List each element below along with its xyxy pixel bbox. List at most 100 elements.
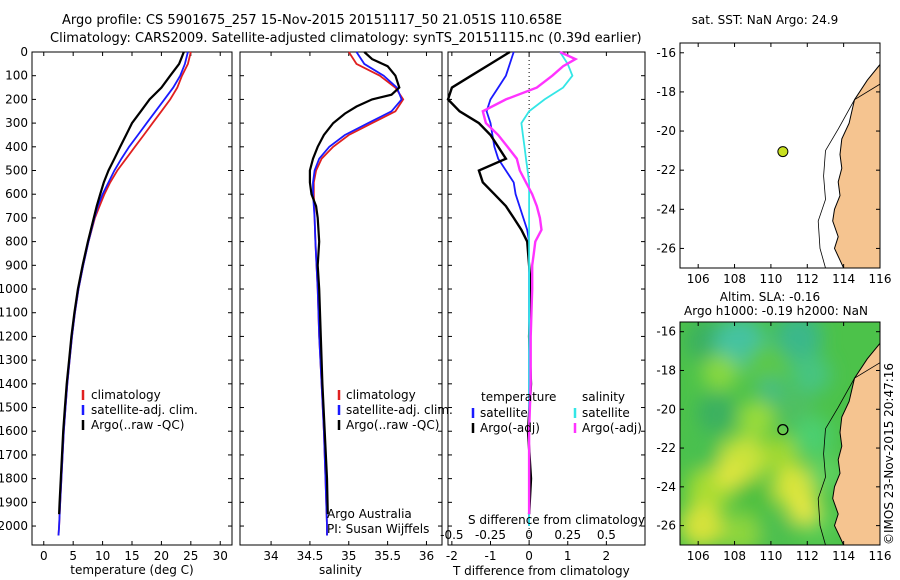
temperature-xtick-label: 20 [154,549,169,563]
sst-map-xtick-label: 110 [759,272,782,286]
difference-t-tick-label: -2 [446,549,458,563]
salinity-xtick-label: 35 [341,549,356,563]
sla-map-xtick-label: 116 [869,549,892,563]
difference-top-label: S difference from climatology [468,513,645,527]
salinity-xlabel: salinity [319,563,362,577]
sla-map-anomaly-blob [792,416,833,457]
sst-map-ytick-label: -18 [656,85,676,99]
salinity-annotation-2: PI: Susan Wijffels [327,522,429,536]
sla-map-anomaly-blob [756,375,785,404]
difference-axes-frame [447,51,646,546]
salinity-xtick-label: 34.5 [297,549,324,563]
sla-map-anomaly-blob [745,344,790,389]
sst-map-argo-point [777,146,789,158]
salinity-panel: 34 34.5 35 35.5 36 climatologysatellite-adj. … [239,51,453,563]
sla-map-title-1: Altim. SLA: -0.16 [720,290,820,304]
salinity-annotation-1: Argo Australia [327,507,412,521]
sla-map-anomaly-blob [738,400,775,437]
sla-map-ytick-label: -20 [656,402,676,416]
temperature-xlabel: temperature (deg C) [70,563,193,577]
sla-map-anomaly-blob [774,322,823,362]
temperature-ytick-label: 500 [5,164,28,178]
temperature-ytick-label: 2000 [0,519,28,533]
sla-map-xtick-label: 108 [723,549,746,563]
temperature-ytick-label: 1700 [0,448,28,462]
difference-s-tick-label: -0.25 [475,528,506,542]
sla-map-xtick-label: 110 [759,549,782,563]
sla-map-land [832,342,880,545]
temperature-ytick-label: 1600 [0,424,28,438]
temperature-ytick-label: 900 [5,258,28,272]
sla-map-anomaly-blob [696,393,737,434]
difference-legend-temp-title: temperature [481,390,556,404]
sla-map-ytick-label: -18 [656,363,676,377]
difference-s-tick-label: 0 [525,528,533,542]
sst-map-xtick-label: 116 [869,272,892,286]
credit-text: ©IMOS 23-Nov-2015 20:47:16 [882,363,896,545]
sst-map-ytick-label: -26 [656,241,676,255]
sst-map-title: sat. SST: NaN Argo: 24.9 [692,13,839,27]
temperature-series-line [58,51,185,515]
temperature-xtick-label: 10 [95,549,110,563]
salinity-axes-frame [239,51,443,546]
difference-s-tick-label: -0.5 [440,528,463,542]
temperature-ytick-label: 1200 [0,329,28,343]
sla-map-xtick-label: 106 [687,549,710,563]
temperature-xtick-label: 25 [183,549,198,563]
difference-legend-label: Argo(-adj) [582,421,642,435]
temperature-legend-label: satellite-adj. clim. [91,403,198,417]
sla-map-anomaly-blob [762,435,798,472]
temperature-xtick-label: 5 [69,549,77,563]
temperature-xtick-label: 0 [40,549,48,563]
temperature-ytick-label: 1800 [0,472,28,486]
temperature-ytick-label: 300 [5,116,28,130]
difference-t-tick-label: -1 [485,549,497,563]
sst-map-frame [679,42,881,269]
temperature-panel: 0100200300400500600700800900100011001200… [0,45,233,563]
difference-t-tick-label: 2 [603,549,611,563]
temperature-ytick-label: 1400 [0,377,28,391]
sst-map-ytick-label: -20 [656,124,676,138]
sla-map-anomaly-blob [715,461,744,490]
difference-t-tick-label: 0 [525,549,533,563]
sla-map-anomaly-blob [681,429,722,470]
sla-map-field [680,322,880,545]
salinity-xtick-label: 35.5 [374,549,401,563]
sla-map-anomaly-blob [790,354,831,395]
header-line-2: Climatology: CARS2009. Satellite-adjuste… [50,31,642,46]
difference-s-tick-label: 0.5 [597,528,616,542]
difference-legend-label: satellite [480,406,528,420]
temperature-ytick-label: 1100 [0,306,28,320]
sla-map-ytick-label: -24 [656,480,676,494]
difference-t-tick-label: 1 [564,549,572,563]
difference-legend-sal-title: salinity [582,390,625,404]
temperature-legend-label: climatology [91,388,161,402]
difference-legend-label: Argo(-adj) [480,421,540,435]
temperature-ytick-label: 700 [5,211,28,225]
salinity-legend-label: climatology [346,388,416,402]
sst-map-xtick-label: 106 [687,272,710,286]
temperature-ytick-label: 1000 [0,282,28,296]
temperature-xtick-label: 30 [213,549,228,563]
sla-map-xtick-label: 112 [796,549,819,563]
header-line-1: Argo profile: CS 5901675_257 15-Nov-2015… [62,13,562,28]
temperature-ytick-label: 600 [5,187,28,201]
temperature-ytick-label: 400 [5,140,28,154]
sst-map-land [832,63,881,269]
sla-map-anomaly-blob [758,513,795,545]
difference-series-line [481,50,579,515]
difference-panel: -2 -1 0 1 2 -0.5 -0.25 0 0.25 0.5 temperature salin… [440,50,646,563]
sst-map-ytick-label: -22 [656,163,676,177]
sla-map-frame [679,321,881,546]
salinity-legend-label: satellite-adj. clim. [346,403,453,417]
sla-map-blobs [680,322,844,545]
temperature-ytick-label: 1900 [0,495,28,509]
sla-map-title-2: Argo h1000: -0.19 h2000: NaN [684,304,868,318]
salinity-legend-label: Argo(..raw -QC) [346,418,439,432]
temperature-ytick-label: 0 [20,45,28,59]
difference-s-tick-label: 0.25 [554,528,581,542]
difference-xlabel: T difference from climatology [452,564,630,578]
sst-map-ytick-label: -24 [656,202,676,216]
sst-map-xtick-label: 114 [832,272,855,286]
